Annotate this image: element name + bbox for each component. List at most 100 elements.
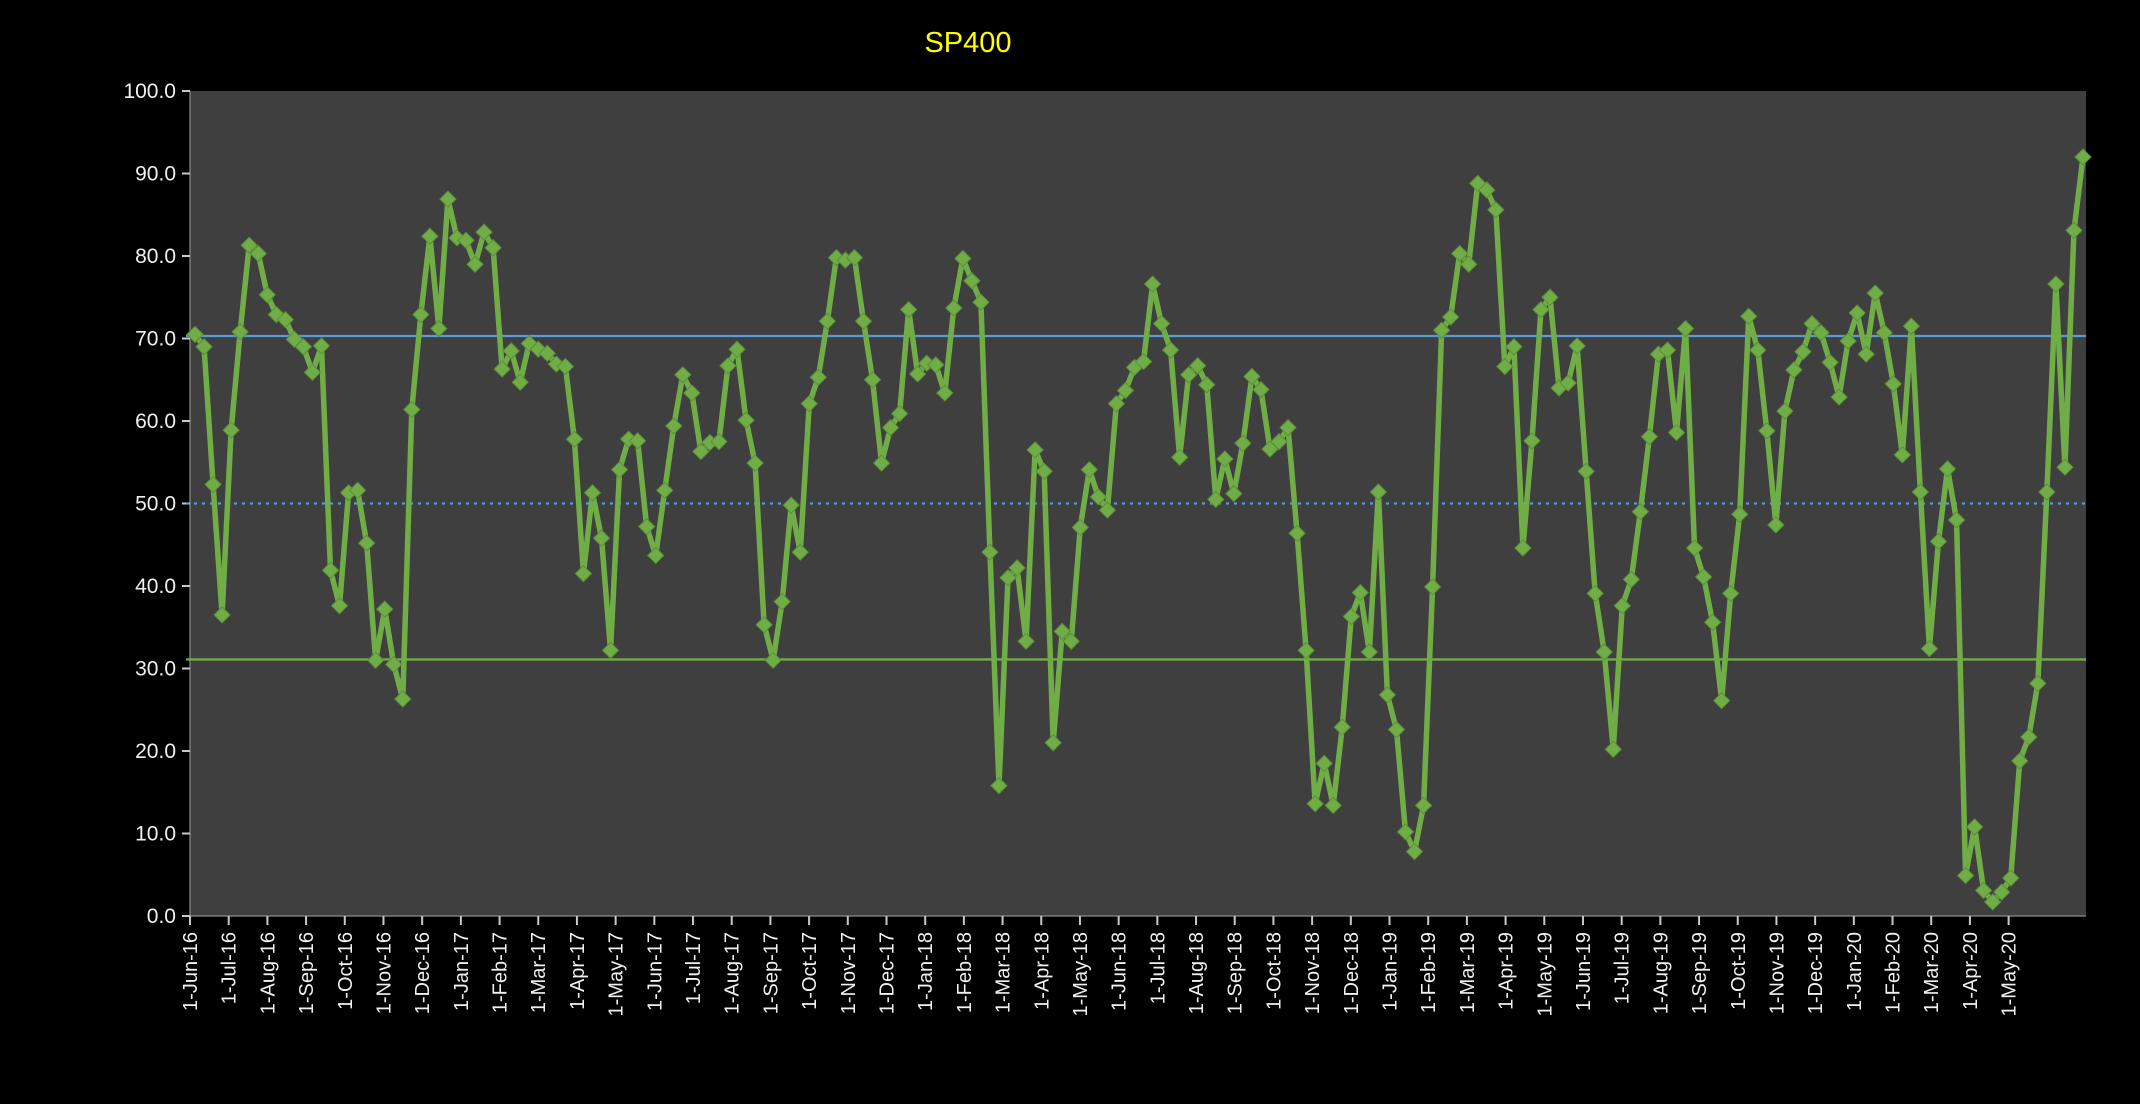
data-point-marker [1017,632,1035,650]
data-point-marker [511,373,529,391]
data-point-marker [1821,353,1839,372]
data-point-marker [195,338,213,356]
data-point-marker [863,371,882,389]
y-axis-label: 40.0 [135,575,176,598]
data-point-marker [412,305,430,324]
data-point-marker [1749,341,1767,359]
x-axis-label: 1-Oct-17 [799,932,821,1010]
x-axis-label: 1-Apr-19 [1496,932,1518,1010]
data-point-marker [1911,483,1930,501]
data-point-marker [1423,578,1442,596]
data-point-marker [2038,483,2056,501]
data-point-marker [1496,357,1514,376]
data-point-marker [1902,317,1921,335]
data-point-marker [385,655,403,674]
data-point-marker [2056,458,2074,476]
data-point-marker [963,272,981,290]
x-axis-label: 1-Jan-19 [1380,932,1402,1011]
data-point-marker [1983,893,2002,911]
data-point-marker [1198,375,1216,394]
data-point-marker [656,481,674,500]
data-point-marker [1360,643,1379,661]
data-point-marker [1676,319,1695,338]
data-point-marker [1008,559,1026,577]
x-axis-label: 1-Aug-19 [1650,932,1672,1014]
data-point-marker [421,227,439,245]
data-point-marker [330,597,349,615]
data-point-marker [312,337,331,355]
data-point-marker [899,300,918,319]
data-point-marker [204,475,222,494]
x-axis-label: 1-Jul-16 [219,932,241,1004]
data-point-marker [1026,441,1044,459]
x-axis-label: 1-Feb-18 [954,932,976,1013]
data-point-marker [2065,221,2083,240]
data-point-marker [845,248,864,267]
y-axis-label: 0.0 [147,905,176,928]
data-point-marker [1333,718,1351,736]
y-axis-label: 100.0 [123,80,176,103]
data-point-marker [737,411,755,429]
data-point-marker [1965,818,1984,836]
data-point-marker [610,460,629,479]
y-axis-label: 70.0 [135,328,176,351]
data-point-marker [231,323,249,341]
x-axis-label: 1-Jun-19 [1573,932,1595,1011]
data-point-marker [1785,361,1803,379]
x-axis-label: 1-Dec-18 [1341,932,1363,1014]
data-point-marker [565,430,584,448]
x-axis-label: 1-Sep-19 [1689,932,1711,1014]
x-axis-label: 1-Aug-16 [257,932,279,1014]
axes-layer [182,90,2086,925]
x-axis-label: 1-Nov-17 [838,932,860,1014]
data-point-marker [1225,484,1243,503]
data-point-marker [908,365,927,383]
x-axis-label: 1-May-20 [1999,932,2021,1016]
data-point-marker [1604,740,1622,759]
data-point-marker [276,310,295,329]
x-axis-label: 1-Oct-16 [335,932,357,1010]
y-axis-label: 20.0 [135,740,176,763]
data-point-marker [2020,728,2038,746]
reference-lines-layer [186,334,2086,661]
data-point-marker [773,592,791,611]
data-point-marker [1595,643,1613,661]
data-point-marker [728,340,746,358]
data-point-marker [1387,720,1406,739]
data-point-marker [556,357,575,376]
data-point-marker [1640,427,1659,446]
data-point-marker [1071,518,1089,537]
data-point-marker [746,454,764,472]
y-axis-label: 30.0 [135,658,176,681]
y-axis-label: 90.0 [135,163,176,186]
data-point-marker [1956,866,1975,885]
data-point-marker [348,481,367,500]
x-axis-label: 1-Jun-17 [644,932,666,1011]
data-point-marker [1694,568,1713,586]
data-point-marker [574,564,593,583]
data-point-marker [665,417,683,435]
data-point-marker [1532,300,1550,319]
data-point-marker [1396,823,1415,841]
data-point-marker [674,366,692,384]
data-point-marker [1143,275,1162,293]
y-axis-label: 60.0 [135,410,176,433]
data-point-marker [1306,795,1324,813]
data-point-marker [1252,380,1270,399]
data-point-marker [1270,432,1288,451]
data-point-marker [809,368,828,386]
data-point-marker [1035,462,1053,481]
x-axis-label: 1-May-18 [1070,932,1092,1016]
data-point-marker [484,239,502,257]
data-point-marker [1297,641,1315,660]
data-point-marker [647,546,665,565]
data-point-marker [972,293,990,311]
data-point-marker [1920,639,1939,658]
data-point-marker [637,517,656,536]
data-point-marker [493,360,511,378]
data-point-marker [1992,883,2011,901]
data-point-marker [1189,357,1207,375]
data-point-marker [1279,418,1297,437]
data-point-marker [1161,341,1180,359]
